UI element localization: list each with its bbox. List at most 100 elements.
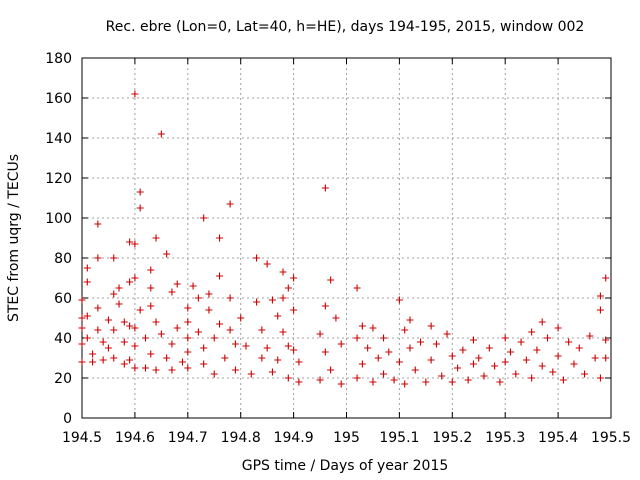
- data-point: [194, 328, 202, 336]
- data-point: [565, 338, 573, 346]
- data-point: [168, 366, 176, 374]
- data-point: [258, 326, 266, 334]
- data-point: [401, 380, 409, 388]
- data-point: [126, 356, 134, 364]
- data-point: [596, 306, 604, 314]
- data-point: [184, 334, 192, 342]
- data-point: [480, 372, 488, 380]
- data-point: [332, 314, 340, 322]
- data-point: [131, 342, 139, 350]
- data-point: [231, 340, 239, 348]
- data-point: [443, 330, 451, 338]
- data-point: [602, 274, 610, 282]
- data-point: [290, 346, 298, 354]
- data-point: [522, 356, 530, 364]
- x-tick-label: 194.7: [168, 430, 208, 446]
- y-tick-label: 140: [45, 131, 72, 147]
- data-point: [406, 316, 414, 324]
- x-tick-label: 195: [333, 430, 360, 446]
- data-point: [216, 234, 224, 242]
- data-point: [554, 352, 562, 360]
- data-point: [575, 344, 583, 352]
- data-point: [411, 366, 419, 374]
- data-point: [83, 264, 91, 272]
- y-tick-label: 100: [45, 211, 72, 227]
- data-point: [147, 266, 155, 274]
- data-point: [506, 348, 514, 356]
- data-point: [369, 378, 377, 386]
- grid-lines: [82, 58, 611, 418]
- data-point: [459, 346, 467, 354]
- data-point: [126, 238, 134, 246]
- data-point: [226, 200, 234, 208]
- data-point: [268, 296, 276, 304]
- data-point: [401, 326, 409, 334]
- data-point: [83, 334, 91, 342]
- data-point: [104, 316, 112, 324]
- data-point: [147, 302, 155, 310]
- data-point: [263, 344, 271, 352]
- data-point: [284, 374, 292, 382]
- x-tick-label: 194.5: [62, 430, 102, 446]
- data-point: [327, 366, 335, 374]
- y-tick-label: 40: [54, 331, 72, 347]
- data-point: [83, 312, 91, 320]
- data-point: [316, 330, 324, 338]
- data-point: [200, 360, 208, 368]
- data-point: [200, 344, 208, 352]
- data-point: [141, 364, 149, 372]
- data-point: [321, 184, 329, 192]
- data-point: [168, 340, 176, 348]
- data-point: [184, 364, 192, 372]
- x-tick-label: 194.6: [115, 430, 155, 446]
- data-point: [358, 360, 366, 368]
- data-point: [110, 290, 118, 298]
- data-point: [163, 354, 171, 362]
- data-point: [364, 344, 372, 352]
- data-point: [533, 346, 541, 354]
- data-point: [94, 220, 102, 228]
- data-point: [501, 334, 509, 342]
- data-point: [210, 334, 218, 342]
- data-point: [184, 348, 192, 356]
- data-point: [263, 260, 271, 268]
- data-point: [253, 254, 261, 262]
- data-point: [390, 376, 398, 384]
- data-point: [596, 292, 604, 300]
- data-point: [353, 374, 361, 382]
- data-point: [83, 278, 91, 286]
- data-point: [152, 234, 160, 242]
- data-point: [448, 378, 456, 386]
- y-tick-label: 0: [63, 411, 72, 427]
- data-point: [406, 344, 414, 352]
- data-point: [438, 372, 446, 380]
- y-axis-label: STEC from uqrg / TECUs: [6, 154, 22, 322]
- data-point: [581, 370, 589, 378]
- data-point: [544, 334, 552, 342]
- y-tick-label: 20: [54, 371, 72, 387]
- data-point: [226, 294, 234, 302]
- data-point: [469, 360, 477, 368]
- data-point: [120, 338, 128, 346]
- data-point: [279, 268, 287, 276]
- data-point: [268, 368, 276, 376]
- data-point: [89, 358, 97, 366]
- data-point: [395, 358, 403, 366]
- data-point: [147, 350, 155, 358]
- y-tick-label: 60: [54, 291, 72, 307]
- data-point: [274, 312, 282, 320]
- data-point: [104, 344, 112, 352]
- data-point: [216, 272, 224, 280]
- data-point: [448, 352, 456, 360]
- data-point: [321, 302, 329, 310]
- x-tick-label: 194.9: [274, 430, 314, 446]
- data-point: [274, 356, 282, 364]
- data-point: [554, 324, 562, 332]
- data-point: [538, 318, 546, 326]
- x-tick-label: 195.1: [379, 430, 419, 446]
- data-point: [147, 284, 155, 292]
- data-point: [290, 306, 298, 314]
- data-point: [353, 334, 361, 342]
- data-point: [284, 342, 292, 350]
